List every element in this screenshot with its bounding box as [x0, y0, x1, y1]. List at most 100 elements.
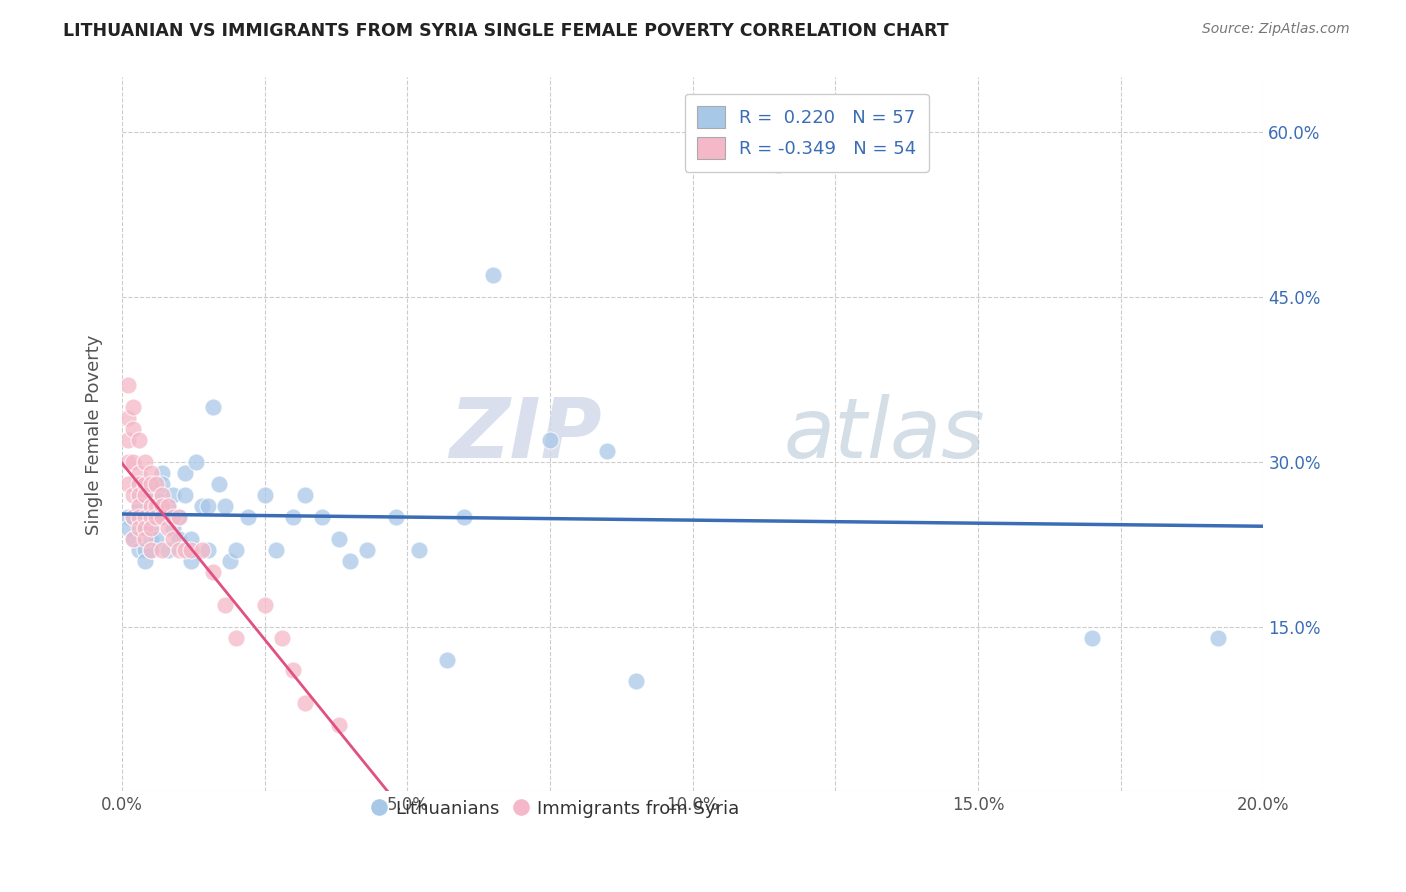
Point [128, 488, 150, 502]
Point [173, 488, 195, 502]
Point [139, 542, 162, 557]
Point [122, 509, 145, 524]
Point [180, 554, 202, 568]
Point [134, 554, 156, 568]
Point [167, 509, 190, 524]
Point [385, 509, 408, 524]
Point [167, 532, 190, 546]
Point [134, 509, 156, 524]
Point [117, 521, 139, 535]
Point [122, 532, 145, 546]
Point [311, 509, 333, 524]
Point [122, 455, 145, 469]
Point [283, 509, 305, 524]
Point [145, 509, 167, 524]
Text: Source: ZipAtlas.com: Source: ZipAtlas.com [1202, 22, 1350, 37]
Point [128, 466, 150, 480]
Point [128, 521, 150, 535]
Point [162, 509, 184, 524]
Point [134, 521, 156, 535]
Point [150, 476, 173, 491]
Point [117, 455, 139, 469]
Point [596, 443, 619, 458]
Point [180, 542, 202, 557]
Point [156, 542, 179, 557]
Point [139, 476, 162, 491]
Point [117, 509, 139, 524]
Point [139, 532, 162, 546]
Point [139, 542, 162, 557]
Point [139, 499, 162, 513]
Text: LITHUANIAN VS IMMIGRANTS FROM SYRIA SINGLE FEMALE POVERTY CORRELATION CHART: LITHUANIAN VS IMMIGRANTS FROM SYRIA SING… [63, 22, 949, 40]
Point [1206, 631, 1229, 645]
Point [294, 488, 316, 502]
Point [339, 554, 361, 568]
Text: atlas: atlas [785, 394, 986, 475]
Point [294, 697, 316, 711]
Point [408, 542, 430, 557]
Point [436, 652, 458, 666]
Point [139, 521, 162, 535]
Point [139, 521, 162, 535]
Point [768, 158, 790, 172]
Point [150, 542, 173, 557]
Point [624, 674, 647, 689]
Point [208, 476, 231, 491]
Point [122, 488, 145, 502]
Point [156, 499, 179, 513]
Point [173, 542, 195, 557]
Point [156, 499, 179, 513]
Point [122, 422, 145, 436]
Point [134, 532, 156, 546]
Point [202, 565, 225, 579]
Point [145, 476, 167, 491]
Point [128, 433, 150, 447]
Point [150, 466, 173, 480]
Point [128, 476, 150, 491]
Point [128, 542, 150, 557]
Point [122, 509, 145, 524]
Point [453, 509, 475, 524]
Point [283, 664, 305, 678]
Point [145, 532, 167, 546]
Point [180, 532, 202, 546]
Text: ZIP: ZIP [449, 394, 602, 475]
Point [134, 476, 156, 491]
Point [162, 521, 184, 535]
Point [482, 268, 505, 282]
Point [191, 542, 214, 557]
Point [197, 542, 219, 557]
Point [236, 509, 259, 524]
Point [156, 521, 179, 535]
Point [134, 455, 156, 469]
Point [117, 378, 139, 392]
Point [270, 631, 292, 645]
Point [128, 499, 150, 513]
Point [139, 509, 162, 524]
Point [214, 598, 236, 612]
Point [219, 554, 242, 568]
Point [173, 466, 195, 480]
Point [117, 476, 139, 491]
Point [162, 532, 184, 546]
Point [145, 488, 167, 502]
Point [538, 433, 561, 447]
Point [191, 499, 214, 513]
Point [128, 476, 150, 491]
Point [356, 542, 378, 557]
Point [145, 499, 167, 513]
Point [134, 521, 156, 535]
Point [264, 542, 287, 557]
Point [150, 509, 173, 524]
Point [162, 488, 184, 502]
Point [150, 509, 173, 524]
Point [150, 488, 173, 502]
Point [139, 466, 162, 480]
Point [128, 499, 150, 513]
Point [328, 532, 350, 546]
Point [225, 542, 247, 557]
Point [150, 499, 173, 513]
Point [214, 499, 236, 513]
Point [134, 488, 156, 502]
Point [202, 400, 225, 414]
